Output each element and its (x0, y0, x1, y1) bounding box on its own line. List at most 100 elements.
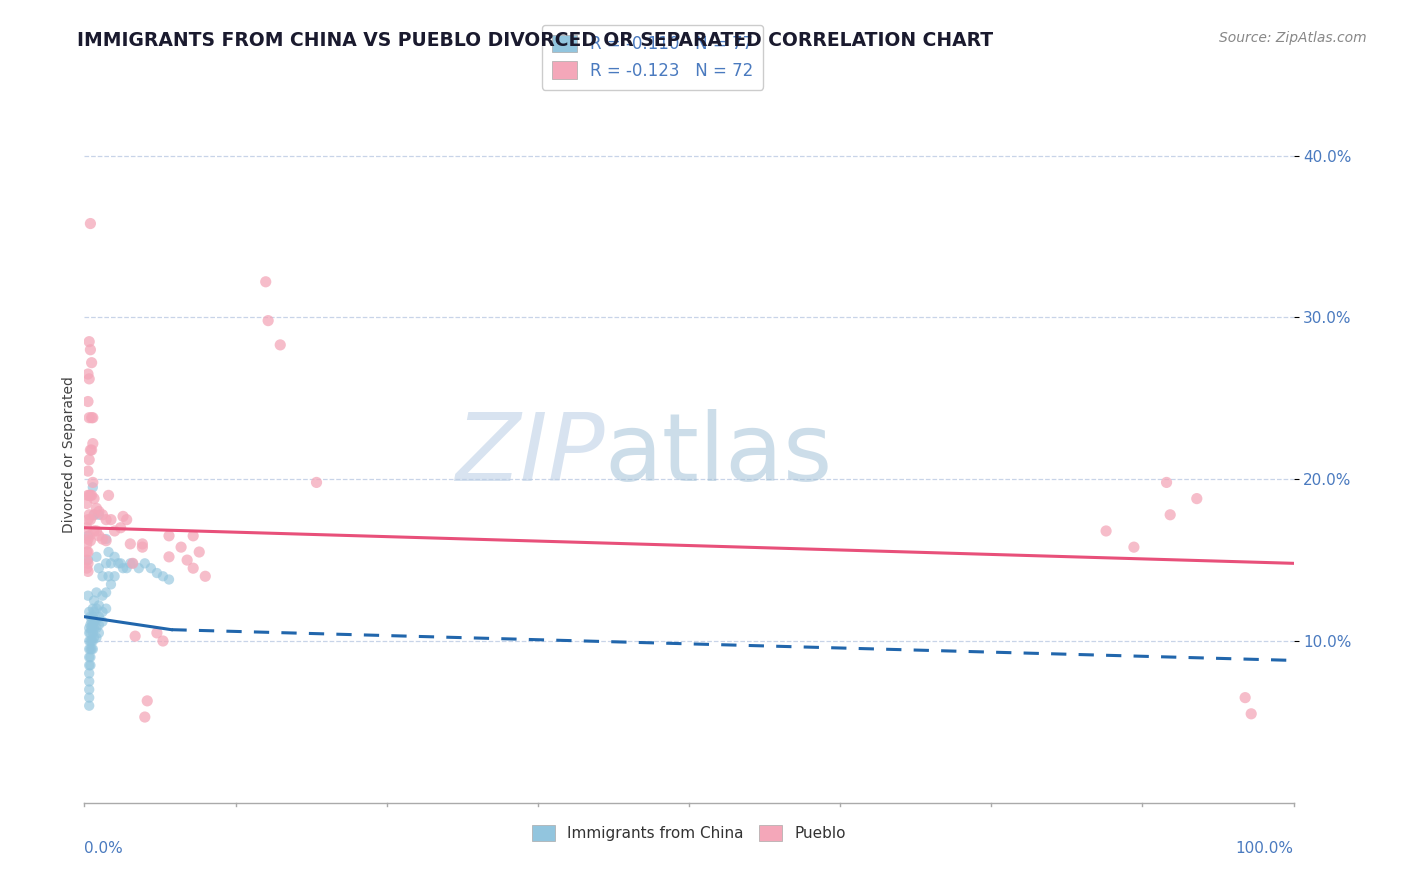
Point (94, 585, 117, 599)
Point (269, 338, 291, 352)
Point (87, 561, 110, 575)
Point (77, 666, 100, 681)
Point (86, 601, 108, 615)
Point (86, 501, 108, 516)
Point (1156, 475, 1178, 490)
Point (80, 621, 103, 635)
Point (152, 634, 174, 648)
Point (181, 529, 204, 543)
Point (97, 545, 120, 559)
Point (157, 549, 180, 564)
Point (128, 561, 150, 575)
Point (82, 410, 104, 425)
Point (79, 533, 101, 548)
Point (83, 524, 105, 538)
Point (79, 513, 101, 527)
Point (157, 529, 180, 543)
Point (77, 565, 100, 579)
Point (82, 634, 104, 648)
Point (1095, 524, 1118, 538)
Point (1240, 706, 1263, 721)
Point (157, 573, 180, 587)
Point (77, 452, 100, 467)
Point (77, 394, 100, 409)
Point (77, 410, 100, 425)
Point (80, 488, 103, 502)
Point (82, 436, 104, 450)
Point (139, 561, 162, 575)
Point (77, 626, 100, 640)
Point (82, 642, 104, 657)
Point (79, 609, 101, 624)
Point (110, 521, 132, 535)
Point (77, 698, 100, 713)
Point (77, 589, 100, 603)
Point (80, 615, 103, 629)
Point (77, 605, 100, 619)
Point (97, 569, 120, 583)
Point (87, 529, 110, 543)
Point (194, 569, 217, 583)
Point (87, 626, 110, 640)
Point (115, 513, 138, 527)
Point (104, 549, 127, 564)
Point (115, 561, 138, 575)
Point (91, 605, 114, 619)
Point (80, 410, 103, 425)
Point (91, 508, 114, 522)
Point (76, 521, 98, 535)
Point (86, 631, 108, 645)
Point (83, 508, 105, 522)
Point (79, 626, 101, 640)
Point (254, 275, 277, 289)
Point (83, 631, 105, 645)
Point (80, 443, 103, 458)
Point (76, 496, 98, 510)
Point (79, 642, 101, 657)
Point (136, 694, 159, 708)
Point (94, 513, 117, 527)
Point (94, 532, 117, 546)
Text: 100.0%: 100.0% (1236, 841, 1294, 856)
Point (1234, 690, 1257, 705)
Point (79, 617, 101, 632)
Point (104, 569, 127, 583)
Point (86, 549, 108, 564)
Point (77, 682, 100, 697)
Point (76, 545, 98, 559)
Point (1122, 540, 1144, 554)
Point (77, 488, 100, 502)
Point (77, 658, 100, 673)
Point (77, 674, 100, 689)
Point (305, 475, 328, 490)
Point (82, 626, 104, 640)
Point (87, 609, 110, 624)
Point (131, 537, 153, 551)
Y-axis label: Divorced or Separated: Divorced or Separated (62, 376, 76, 533)
Point (77, 650, 100, 665)
Point (80, 642, 103, 657)
Point (152, 569, 174, 583)
Point (176, 553, 198, 567)
Point (257, 313, 280, 327)
Text: atlas: atlas (605, 409, 832, 501)
Point (146, 566, 169, 580)
Point (77, 634, 100, 648)
Point (170, 540, 193, 554)
Point (82, 617, 104, 632)
Point (94, 533, 117, 548)
Point (94, 601, 117, 615)
Point (80, 356, 103, 370)
Point (87, 504, 110, 518)
Point (112, 509, 135, 524)
Point (91, 532, 114, 546)
Point (77, 545, 100, 559)
Point (181, 561, 204, 575)
Point (120, 557, 142, 571)
Point (77, 513, 100, 527)
Point (77, 529, 100, 543)
Point (77, 532, 100, 546)
Point (94, 557, 117, 571)
Point (100, 513, 122, 527)
Point (86, 524, 108, 538)
